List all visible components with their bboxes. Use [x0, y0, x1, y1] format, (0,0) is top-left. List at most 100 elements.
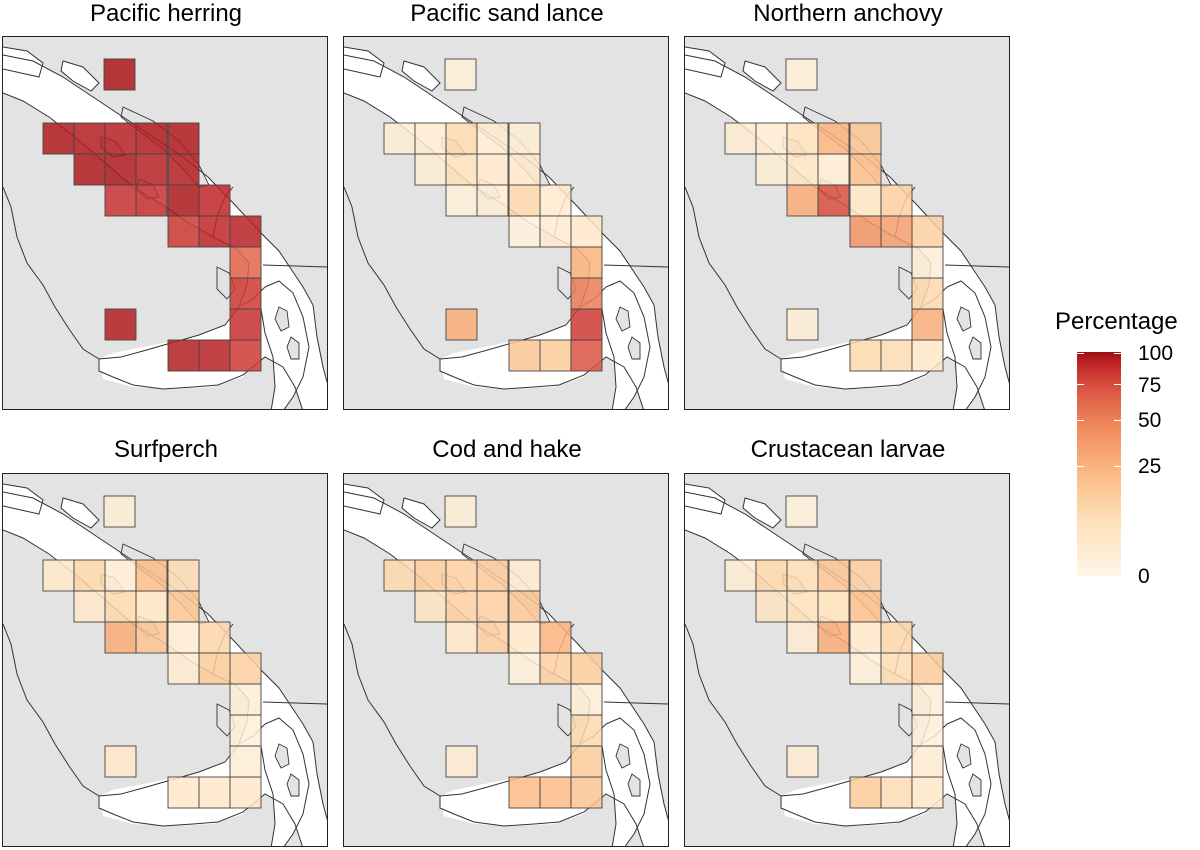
coastline: [60, 60, 100, 92]
legend-color-bar: [1077, 352, 1121, 576]
grid-cell-c3: [135, 122, 168, 155]
grid-cell-f3: [911, 776, 944, 809]
grid-cell-c2: [104, 590, 137, 623]
grid-cell-c2: [104, 153, 137, 186]
panel-title-northern-anchovy: Northern anchovy: [753, 0, 943, 27]
grid-cell-c3: [476, 122, 509, 155]
grid-cell-c3: [817, 122, 850, 155]
island: [956, 306, 972, 332]
grid-cell-d5: [849, 215, 882, 248]
island: [968, 773, 982, 797]
grid-cell-d4: [786, 621, 819, 654]
coastline: [3, 46, 44, 78]
grid-cell-f3: [570, 776, 603, 809]
grid-cell-d2: [911, 215, 944, 248]
grid-cell-d3: [880, 215, 913, 248]
coastline: [742, 497, 782, 529]
grid-cell-c2: [445, 153, 478, 186]
grid-cell-b1: [42, 122, 75, 155]
grid-cell-f4: [229, 308, 262, 341]
grid-cell-d1: [508, 184, 541, 217]
grid-cell-d4: [445, 184, 478, 217]
grid-cell-b1: [42, 559, 75, 592]
map-svg: [685, 46, 1009, 409]
grid-cell-c2: [786, 590, 819, 623]
grid-cell-b4: [476, 153, 509, 186]
water-area: [943, 281, 991, 409]
grid-cell-f4: [911, 745, 944, 778]
grid-cell-d5: [508, 215, 541, 248]
water-area: [402, 498, 440, 528]
grid-cell-c5: [539, 184, 572, 217]
grid-cell-c1: [755, 153, 788, 186]
coastline: [605, 280, 651, 409]
legend-mark-100-right: [1114, 353, 1121, 354]
grid-cell-c1: [755, 590, 788, 623]
coastline: [942, 308, 958, 409]
grid-cell-b5: [167, 559, 200, 592]
coastline: [3, 54, 327, 384]
legend-tick-0: 0: [1138, 565, 1150, 588]
coastline: [944, 701, 1009, 705]
grid-cell-d2: [229, 652, 262, 685]
coastline: [3, 483, 44, 515]
grid-cell-f1: [508, 776, 541, 809]
grid-cell-c4: [508, 153, 541, 186]
island: [627, 336, 641, 360]
water-area: [344, 484, 384, 514]
grid-cell-b2: [73, 122, 106, 155]
coastline: [685, 623, 782, 797]
map-svg: [3, 46, 327, 409]
grid-cell-f6: [911, 683, 944, 716]
grid-cell-c6: [817, 184, 850, 217]
grid-cell-f1: [508, 339, 541, 372]
legend-tick-75: 75: [1138, 374, 1162, 397]
coastline: [601, 308, 617, 409]
grid-cell-c1: [414, 153, 447, 186]
coastline: [605, 717, 651, 846]
grid-cell-f6: [229, 246, 262, 279]
coastline: [944, 264, 1009, 268]
coastline: [685, 186, 782, 360]
grid-cell-e1: [445, 308, 478, 341]
grid-cell-b2: [414, 559, 447, 592]
panel-title-cod-and-hake: Cod and hake: [432, 436, 582, 463]
water-area: [261, 718, 309, 846]
coastline: [946, 717, 992, 846]
grid-cell-f1: [849, 339, 882, 372]
grid-cell-d1: [167, 184, 200, 217]
grid-cell-f1: [849, 776, 882, 809]
grid-cell-c2: [445, 590, 478, 623]
grid-cell-c2: [786, 153, 819, 186]
grid-cell-d5: [508, 652, 541, 685]
water-area: [685, 47, 725, 77]
coastline: [603, 264, 668, 268]
grid-cell-f5: [911, 277, 944, 310]
grid-cell-f3: [570, 339, 603, 372]
grid-cell-d2: [570, 652, 603, 685]
water-area: [402, 61, 440, 91]
grid-cell-b3: [104, 122, 137, 155]
grid-cell-c6: [817, 621, 850, 654]
legend-mark-50: [1077, 420, 1084, 421]
water-area: [344, 47, 384, 77]
island: [627, 773, 641, 797]
water-area: [3, 47, 43, 77]
legend-mark-50-right: [1114, 420, 1121, 421]
coastline: [60, 497, 100, 529]
grid-cell-c4: [167, 153, 200, 186]
grid-cell-d4: [104, 184, 137, 217]
legend-tick-100: 100: [1138, 342, 1174, 365]
grid-cell-b3: [786, 559, 819, 592]
grid-cell-d4: [786, 184, 819, 217]
legend-mark-75-right: [1114, 384, 1121, 385]
grid-cell-f2: [880, 776, 913, 809]
grid-cell-f5: [229, 277, 262, 310]
water-area: [685, 484, 725, 514]
grid-cell-c6: [135, 621, 168, 654]
grid-cell-f6: [570, 683, 603, 716]
grid-cell-b1: [383, 122, 416, 155]
grid-cell-f2: [198, 339, 231, 372]
grid-cell-b5: [849, 122, 882, 155]
grid-cell-b4: [476, 590, 509, 623]
